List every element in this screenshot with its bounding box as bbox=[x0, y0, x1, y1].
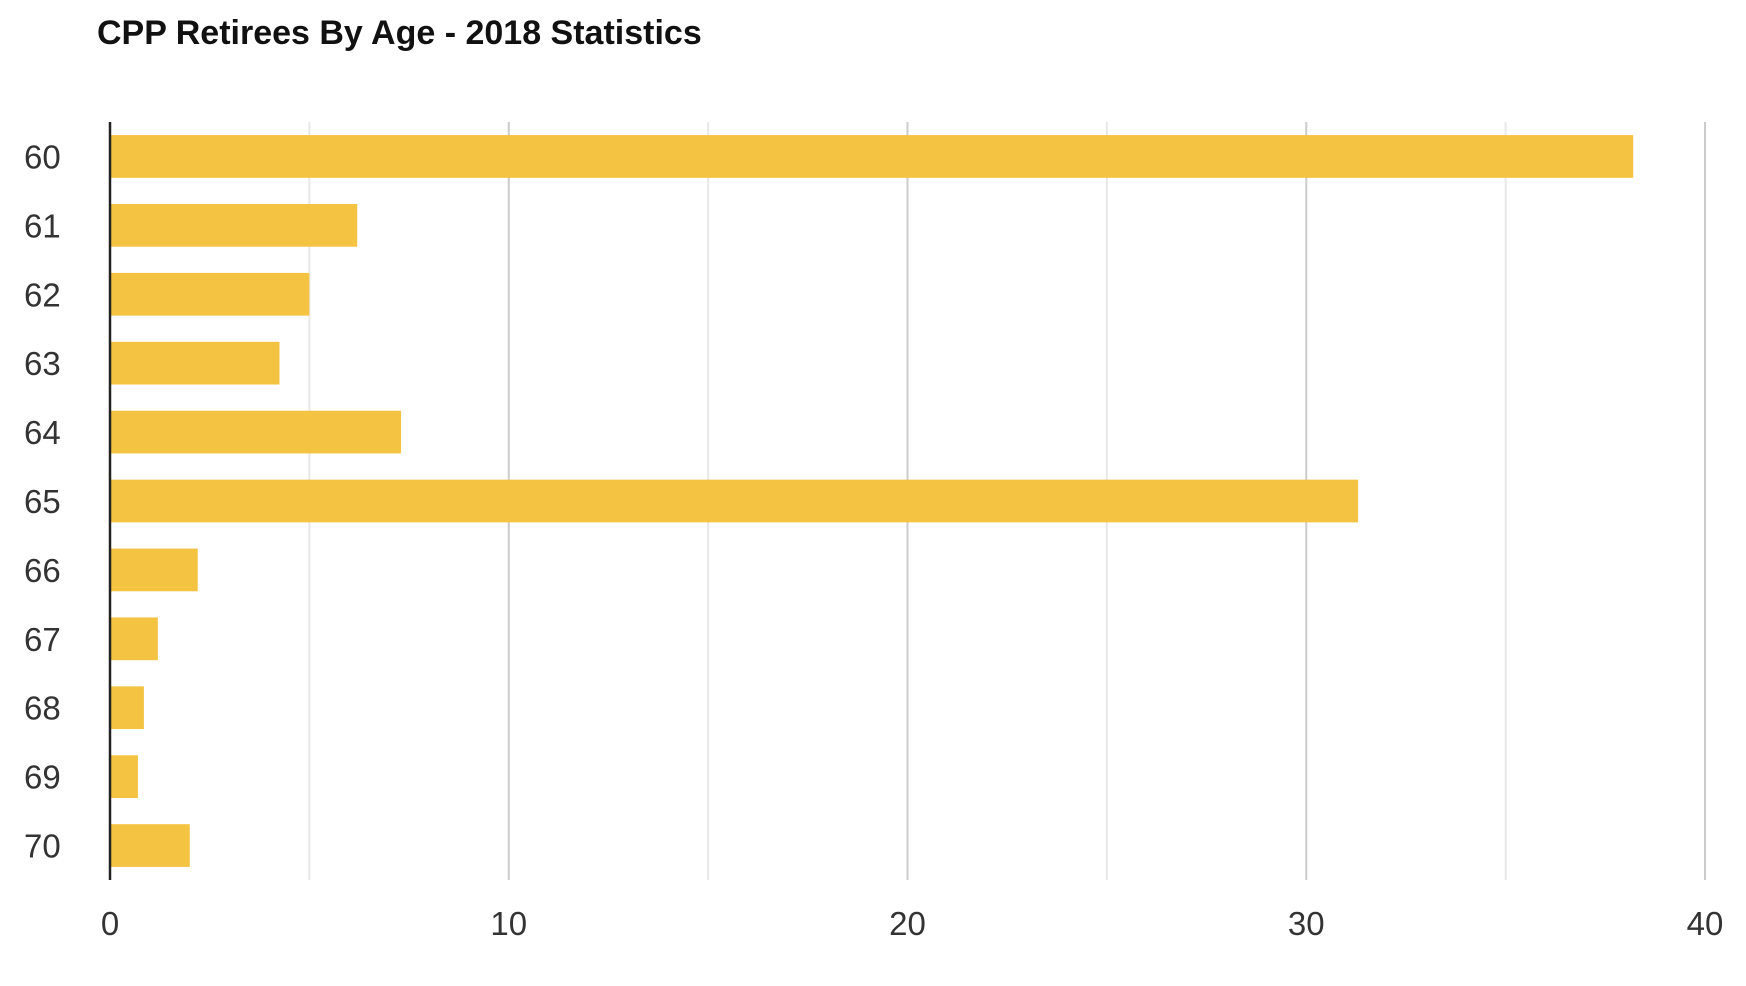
bars-layer bbox=[110, 135, 1634, 867]
bar-69 bbox=[110, 755, 138, 798]
bar-64 bbox=[110, 410, 402, 454]
y-tick-label: 67 bbox=[24, 621, 61, 658]
x-tick-label: 20 bbox=[889, 905, 926, 942]
bar-63 bbox=[110, 341, 280, 385]
y-tick-label: 63 bbox=[24, 345, 61, 382]
y-tick-label: 61 bbox=[24, 207, 61, 244]
y-tick-label: 60 bbox=[24, 138, 61, 175]
bar-67 bbox=[110, 617, 158, 661]
x-tick-label: 0 bbox=[101, 905, 119, 942]
bar-61 bbox=[110, 204, 358, 247]
bar-70 bbox=[110, 824, 190, 867]
bar-68 bbox=[110, 686, 144, 730]
labels-layer: 0 10 20 30 40 60 61 62 63 64 65 66 67 68 69 70 bbox=[24, 138, 1723, 942]
y-tick-label: 69 bbox=[24, 759, 61, 796]
bar-65 bbox=[110, 479, 1359, 523]
y-tick-label: 68 bbox=[24, 690, 61, 727]
bar-60 bbox=[110, 135, 1634, 178]
y-tick-label: 64 bbox=[24, 414, 61, 451]
y-tick-label: 70 bbox=[24, 828, 61, 865]
chart-title: CPP Retirees By Age - 2018 Statistics bbox=[97, 14, 702, 52]
y-tick-label: 62 bbox=[24, 276, 61, 313]
bar-62 bbox=[110, 272, 310, 316]
x-tick-label: 10 bbox=[490, 905, 527, 942]
bar-66 bbox=[110, 548, 198, 592]
x-tick-label: 40 bbox=[1687, 905, 1724, 942]
y-tick-label: 66 bbox=[24, 552, 61, 589]
y-tick-label: 65 bbox=[24, 483, 61, 520]
x-tick-label: 30 bbox=[1288, 905, 1325, 942]
